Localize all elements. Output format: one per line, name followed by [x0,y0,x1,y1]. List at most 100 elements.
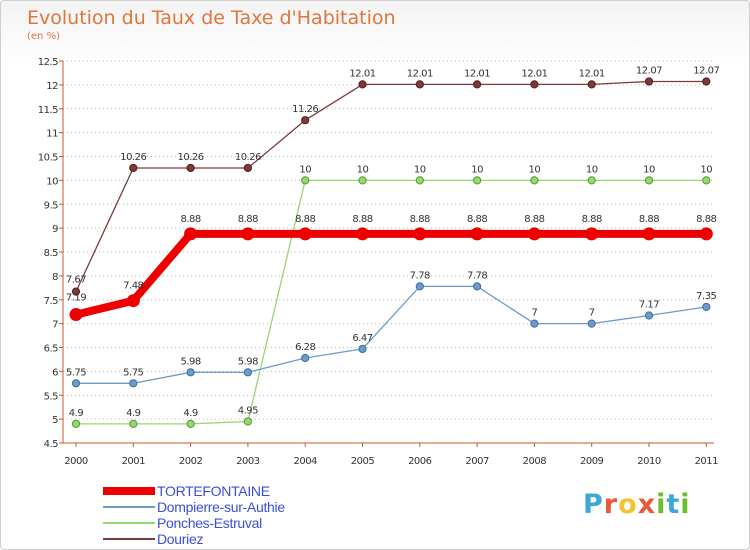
data-point [69,308,83,322]
y-tick-label: 10.5 [38,153,58,164]
series-line-ponches-estruval [75,179,707,425]
y-tick-label: 9.5 [44,200,59,211]
data-label: 12.07 [636,66,662,77]
data-label: 7.67 [66,275,86,286]
chart-title: Evolution du Taux de Taxe d'Habitation [27,7,396,29]
logo-letter: t [666,489,681,520]
data-point [702,302,711,312]
y-tick-label: 9 [52,224,58,235]
y-tick-label: 6 [52,367,58,378]
y-tick-label: 4.5 [44,439,59,450]
data-label: 8.88 [639,214,659,225]
y-tick-label: 11.5 [38,105,58,116]
data-label: 4.9 [126,408,141,419]
data-point [415,80,424,89]
data-label: 8.88 [410,214,430,225]
legend-item: Ponches-Estruval [103,515,285,531]
data-point [71,287,81,296]
data-label: 6.47 [352,333,372,344]
proxiti-logo: Proxiti [583,489,691,520]
data-label: 8.88 [238,214,258,225]
data-point [530,176,539,185]
data-point [413,227,427,241]
data-label: 7.35 [696,291,716,302]
data-point [243,368,252,377]
y-tick-label: 12.5 [38,57,58,68]
data-point [587,176,596,185]
x-tick-label: 2001 [122,456,146,467]
data-label: 10.26 [120,152,146,163]
x-tick-label: 2004 [293,456,317,467]
data-label: 10 [357,164,369,175]
x-tick-label: 2006 [408,456,432,467]
series-line-dompierre-sur-authie [75,285,707,384]
y-tick-label: 8 [52,272,58,283]
legend-swatch [103,487,155,495]
data-point [702,77,711,86]
x-tick-label: 2007 [465,456,489,467]
data-point [186,368,195,377]
y-tick-label: 7.5 [44,296,59,307]
data-label: 8.88 [180,214,200,225]
data-point [470,227,484,241]
data-label: 10 [529,164,541,175]
data-label: 10 [414,164,426,175]
data-label: 5.98 [238,356,258,367]
data-point [644,176,654,185]
data-point [71,419,81,428]
x-tick-label: 2009 [580,456,604,467]
data-point [71,379,81,388]
legend-swatch [103,506,155,508]
data-label: 10 [586,164,598,175]
data-point [186,419,195,428]
data-label: 12.01 [579,68,605,79]
data-point [126,294,140,308]
data-point [644,311,654,320]
data-label: 8.88 [696,214,716,225]
y-tick-label: 11 [46,129,58,140]
plot-area [63,61,714,443]
data-label: 7.48 [123,281,143,292]
data-label: 7 [531,308,537,319]
data-label: 12.01 [521,68,547,79]
data-label: 10.26 [178,152,204,163]
legend-label: Dompierre-sur-Authie [157,499,285,515]
data-point [186,163,195,173]
data-point [129,163,138,173]
y-tick-label: 6.5 [44,344,59,355]
data-label: 7 [589,308,595,319]
data-label: 6.28 [295,342,315,353]
y-tick-label: 10 [46,176,58,187]
data-label: 5.75 [66,367,86,378]
x-tick-label: 2005 [351,456,375,467]
data-point [699,227,713,241]
logo-letter: P [583,489,604,520]
legend-item: Douriez [103,531,285,547]
data-label: 7.78 [410,270,430,281]
data-label: 4.95 [238,406,258,417]
legend-swatch [103,538,155,540]
data-label: 10.26 [235,152,261,163]
data-point [473,176,482,185]
data-point [530,80,539,89]
data-label: 11.26 [292,104,318,115]
data-point [358,80,367,89]
x-tick-label: 2011 [695,456,719,467]
data-point [356,227,369,241]
data-label: 12.01 [349,68,375,79]
legend-label: Ponches-Estruval [157,515,262,531]
logo-letter: x [637,489,657,520]
logo-letter: r [603,489,619,520]
data-point [473,80,482,89]
data-label: 4.9 [183,408,198,419]
data-label: 7.78 [467,270,487,281]
legend-item: TORTEFONTAINE [103,483,285,499]
data-label: 7.17 [639,300,659,311]
series-line-tortefontaine [72,229,711,319]
data-label: 10 [643,164,655,175]
data-point [642,227,656,241]
data-label: 8.88 [524,214,544,225]
y-tick-label: 5.5 [44,391,59,402]
